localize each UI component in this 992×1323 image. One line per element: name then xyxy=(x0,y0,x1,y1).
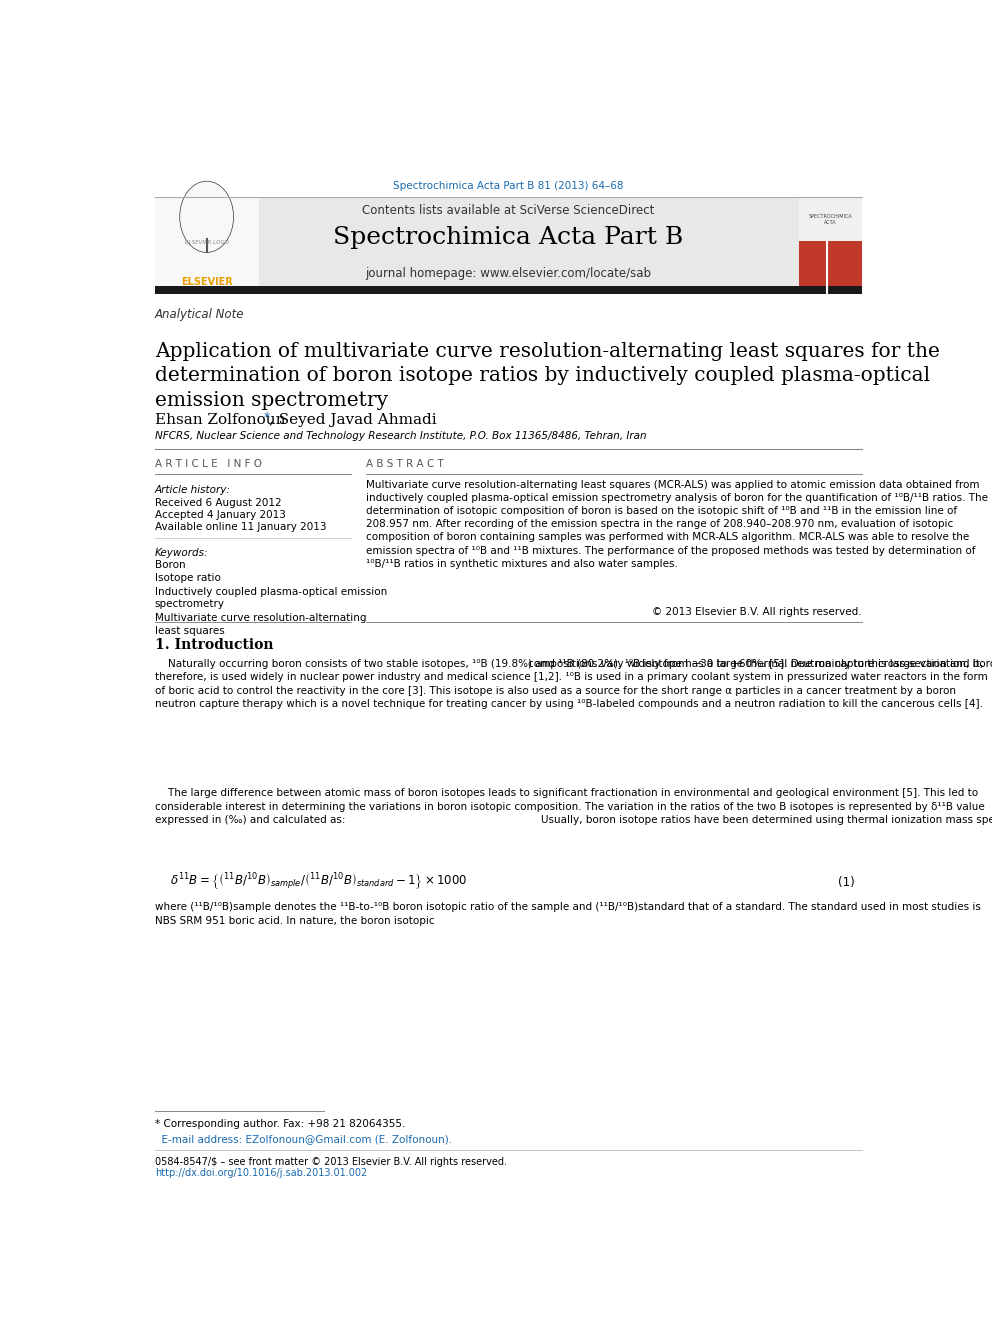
Text: A B S T R A C T: A B S T R A C T xyxy=(366,459,444,470)
Text: ELSEVIER: ELSEVIER xyxy=(181,277,232,287)
Text: , Seyed Javad Ahmadi: , Seyed Javad Ahmadi xyxy=(269,413,436,426)
Text: $\delta^{11}B = \left\{ \left({}^{11}B/{}^{10}B\right)_{sample} / \left({}^{11}B: $\delta^{11}B = \left\{ \left({}^{11}B/{… xyxy=(171,872,467,893)
Text: Spectrochimica Acta Part B 81 (2013) 64–68: Spectrochimica Acta Part B 81 (2013) 64–… xyxy=(393,181,624,192)
Text: (1): (1) xyxy=(837,876,854,889)
Text: Isotope ratio: Isotope ratio xyxy=(155,573,220,583)
Text: 1. Introduction: 1. Introduction xyxy=(155,638,273,651)
Text: *: * xyxy=(264,411,270,423)
Text: Naturally occurring boron consists of two stable isotopes, ¹⁰B (19.8%) and ¹¹B (: Naturally occurring boron consists of tw… xyxy=(155,659,987,709)
Circle shape xyxy=(180,181,233,253)
Text: E-mail address: EZolfonoun@Gmail.com (E. Zolfonoun).: E-mail address: EZolfonoun@Gmail.com (E.… xyxy=(155,1134,452,1143)
Text: ELSEVIER LOGO: ELSEVIER LOGO xyxy=(185,239,229,245)
Text: Contents lists available at SciVerse ScienceDirect: Contents lists available at SciVerse Sci… xyxy=(362,204,655,217)
Text: journal homepage: www.elsevier.com/locate/sab: journal homepage: www.elsevier.com/locat… xyxy=(365,267,652,280)
Text: © 2013 Elsevier B.V. All rights reserved.: © 2013 Elsevier B.V. All rights reserved… xyxy=(653,607,862,617)
Text: A R T I C L E   I N F O: A R T I C L E I N F O xyxy=(155,459,262,470)
Bar xyxy=(155,197,862,294)
Text: Accepted 4 January 2013: Accepted 4 January 2013 xyxy=(155,511,286,520)
Text: Inductively coupled plasma-optical emission
spectrometry: Inductively coupled plasma-optical emiss… xyxy=(155,586,387,609)
Bar xyxy=(799,241,862,294)
Text: Boron: Boron xyxy=(155,560,186,570)
Text: where (¹¹B/¹⁰B)sample denotes the ¹¹B-to-¹⁰B boron isotopic ratio of the sample : where (¹¹B/¹⁰B)sample denotes the ¹¹B-to… xyxy=(155,902,981,926)
Bar xyxy=(799,197,862,241)
Text: Keywords:: Keywords: xyxy=(155,548,208,558)
Text: Received 6 August 2012: Received 6 August 2012 xyxy=(155,497,282,508)
Text: * Corresponding author. Fax: +98 21 82064355.: * Corresponding author. Fax: +98 21 8206… xyxy=(155,1119,405,1130)
Text: Usually, boron isotope ratios have been determined using thermal ionization mass: Usually, boron isotope ratios have been … xyxy=(528,815,992,824)
Text: Multivariate curve resolution-alternating least squares (MCR-ALS) was applied to: Multivariate curve resolution-alternatin… xyxy=(366,480,988,569)
Bar xyxy=(155,197,259,294)
Text: Analytical Note: Analytical Note xyxy=(155,308,244,321)
Text: http://dx.doi.org/10.1016/j.sab.2013.01.002: http://dx.doi.org/10.1016/j.sab.2013.01.… xyxy=(155,1168,367,1179)
Text: Multivariate curve resolution-alternating
least squares: Multivariate curve resolution-alternatin… xyxy=(155,613,366,635)
Text: Ehsan Zolfonoun: Ehsan Zolfonoun xyxy=(155,413,286,426)
Text: The large difference between atomic mass of boron isotopes leads to significant : The large difference between atomic mass… xyxy=(155,789,984,826)
Text: compositions vary widely from −30 to +60‰ [5]. Due mainly to this large variatio: compositions vary widely from −30 to +60… xyxy=(528,659,992,669)
Text: Article history:: Article history: xyxy=(155,484,230,495)
Bar xyxy=(155,286,862,294)
Text: Available online 11 January 2013: Available online 11 January 2013 xyxy=(155,523,326,532)
Text: SPECTROCHIMICA
ACTA: SPECTROCHIMICA ACTA xyxy=(808,214,852,225)
Text: Spectrochimica Acta Part B: Spectrochimica Acta Part B xyxy=(333,226,683,249)
Text: Application of multivariate curve resolution-alternating least squares for the
d: Application of multivariate curve resolu… xyxy=(155,343,939,410)
Text: 0584-8547/$ – see front matter © 2013 Elsevier B.V. All rights reserved.: 0584-8547/$ – see front matter © 2013 El… xyxy=(155,1158,507,1167)
Text: NFCRS, Nuclear Science and Technology Research Institute, P.O. Box 11365/8486, T: NFCRS, Nuclear Science and Technology Re… xyxy=(155,431,647,441)
